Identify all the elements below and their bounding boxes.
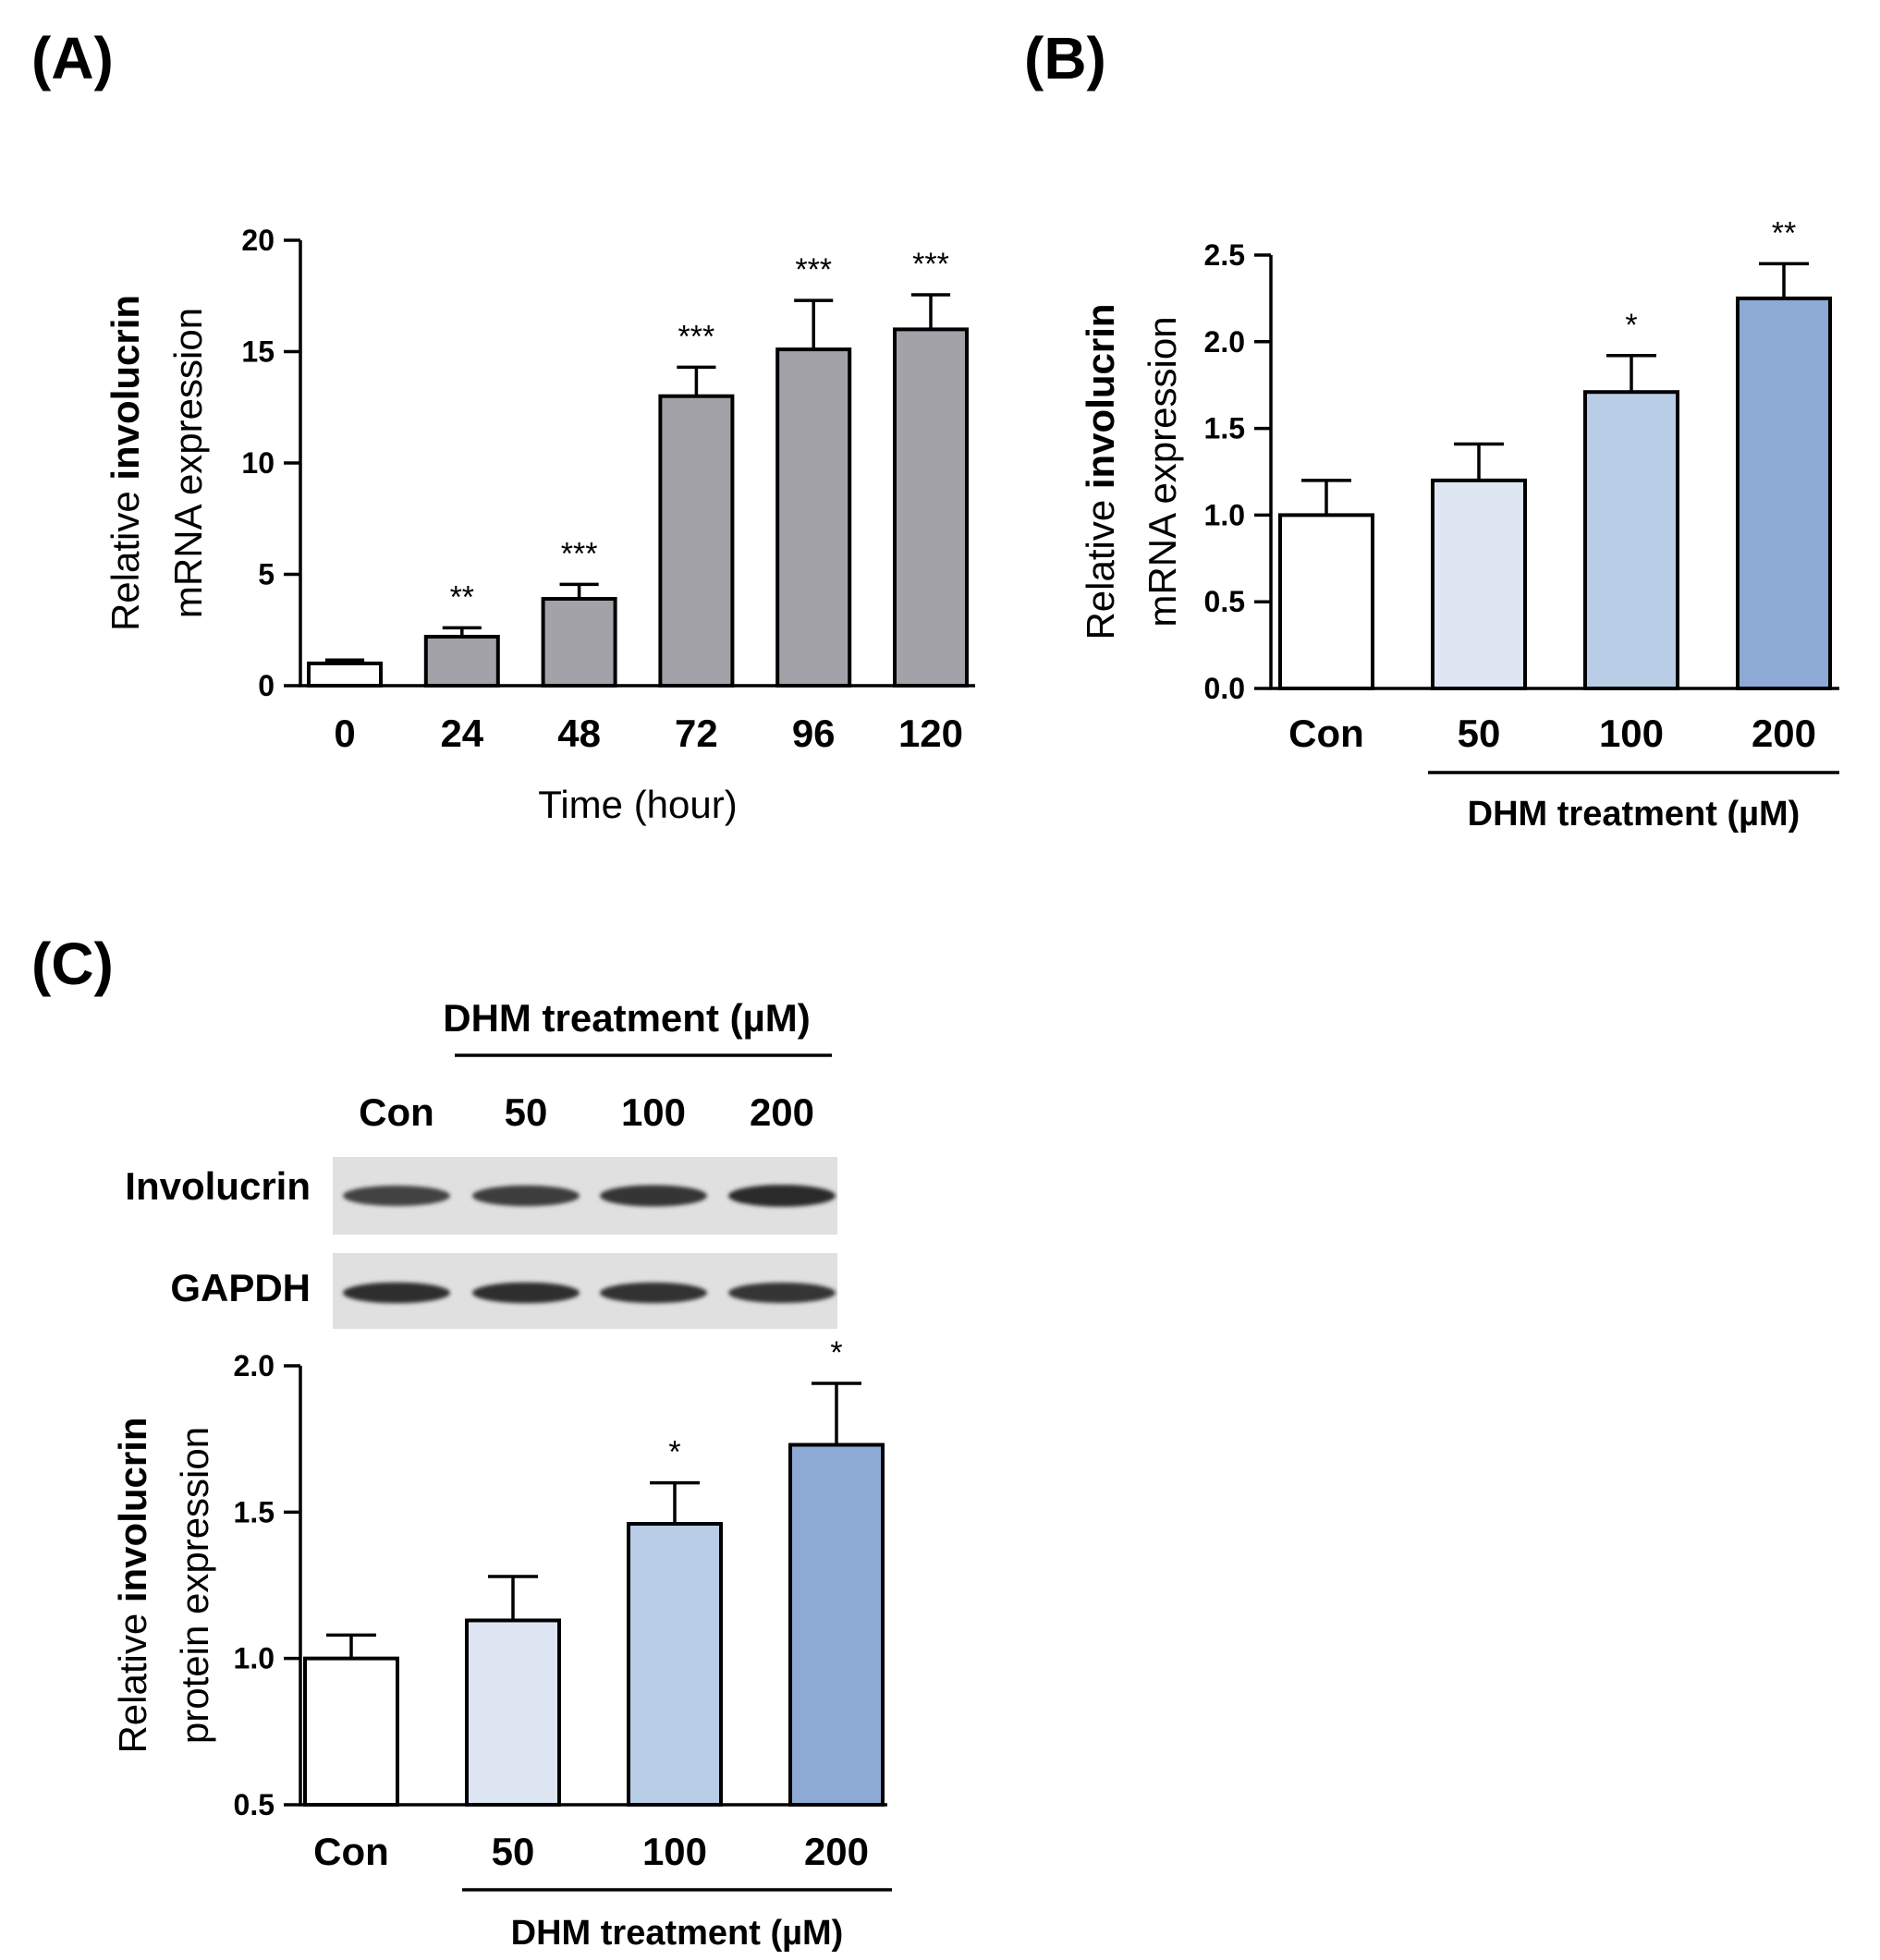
- y-axis-title-line1: Relative involucrin: [111, 1417, 154, 1753]
- blot-row-label-gapdh: GAPDH: [170, 1266, 311, 1309]
- chart-b: 0.0 0.5 1.0 1.5 2.0 2.5 Con 50 * 100 ** 200 DHM trea…: [1079, 215, 1839, 834]
- y-axis-title-line1: Relative involucrin: [104, 295, 147, 631]
- blot-band-gapdh-50: [472, 1282, 580, 1304]
- y-tick-label: 20: [241, 224, 275, 257]
- bar-50: [465, 1618, 561, 1807]
- y-tick-label: 0.0: [1204, 672, 1245, 705]
- category-label: 100: [1599, 712, 1664, 755]
- bar-24: [423, 634, 500, 688]
- bar-48: [541, 597, 617, 688]
- category-label: 200: [804, 1830, 869, 1873]
- y-tick-label: 2.5: [1204, 238, 1245, 272]
- bar-200: [788, 1443, 885, 1807]
- y-axis-title-prefix: Relative: [104, 481, 147, 631]
- category-label: 96: [792, 712, 836, 755]
- y-axis-title-line2: protein expression: [173, 1427, 216, 1744]
- panel-c-letter: (C): [31, 931, 114, 997]
- chart-a: 0 5 10 15 20 0 ** 24 *** 48 *** 72 *** 96 *** 120 Time (…: [104, 224, 975, 826]
- blot-band-gapdh-200: [728, 1282, 836, 1304]
- category-label: 50: [1458, 712, 1501, 755]
- bands-gapdh: [343, 1282, 836, 1304]
- y-axis-title-gene: involucrin: [1079, 303, 1122, 489]
- category-label: 100: [642, 1830, 707, 1873]
- significance-label: *: [668, 1435, 680, 1470]
- category-label: 200: [1752, 712, 1816, 755]
- y-tick-label: 5: [258, 558, 275, 591]
- category-label: Con: [313, 1830, 389, 1873]
- bar-96: [775, 347, 852, 688]
- category-label: 72: [675, 712, 718, 755]
- significance-label: ***: [795, 252, 832, 287]
- y-tick-label: 2.0: [1204, 325, 1245, 359]
- significance-label: *: [1625, 308, 1637, 343]
- y-tick-label: 15: [241, 335, 275, 369]
- y-axis-title-prefix: Relative: [1079, 489, 1122, 639]
- y-axis-title-line2: mRNA expression: [1141, 316, 1184, 627]
- bar-Con: [303, 1656, 399, 1807]
- blot-band-involucrin-200: [728, 1185, 836, 1207]
- significance-label: ***: [912, 247, 949, 282]
- significance-label: **: [450, 579, 474, 615]
- blot-lane-50: 50: [505, 1090, 548, 1134]
- y-tick-label: 10: [241, 446, 275, 480]
- chart-c: 0.5 1.0 1.5 2.0 Con 50 * 100 * 200 DHM treatment (…: [111, 1335, 892, 1953]
- significance-label: *: [830, 1335, 842, 1370]
- y-axis-title-gene: involucrin: [104, 295, 147, 481]
- category-label: 50: [492, 1830, 535, 1873]
- blot-band-gapdh-100: [600, 1282, 707, 1304]
- y-tick-label: 1.0: [234, 1642, 275, 1675]
- y-tick-label: 1.0: [1204, 498, 1245, 531]
- y-tick-label: 2.0: [234, 1349, 275, 1382]
- category-label: 24: [440, 712, 483, 755]
- blot-lane-200: 200: [750, 1090, 814, 1134]
- bar-100: [1583, 390, 1679, 690]
- blot-group-label: DHM treatment (µM): [443, 996, 811, 1040]
- western-blot: DHM treatment (µM) Con 50 100 200 Involu…: [125, 996, 837, 1329]
- blot-row-label-involucrin: Involucrin: [125, 1164, 311, 1208]
- panel-a-letter: (A): [31, 25, 114, 91]
- y-axis-title-gene: involucrin: [111, 1417, 154, 1602]
- bar-Con: [1278, 513, 1374, 691]
- x-axis-title: Time (hour): [538, 783, 737, 826]
- bar-200: [1736, 296, 1832, 690]
- blot-band-involucrin-con: [343, 1185, 450, 1207]
- panel-b-letter: (B): [1024, 25, 1106, 91]
- category-label: Con: [1288, 712, 1364, 755]
- significance-label: **: [1772, 215, 1796, 250]
- y-tick-label: 0.5: [1204, 585, 1245, 618]
- y-tick-label: 1.5: [1204, 412, 1245, 445]
- bar-0: [307, 661, 383, 688]
- category-label: 48: [557, 712, 601, 755]
- blot-lane-con: Con: [359, 1090, 434, 1134]
- y-tick-label: 1.5: [234, 1495, 275, 1528]
- significance-label: ***: [561, 536, 598, 571]
- blot-band-gapdh-con: [343, 1282, 450, 1304]
- group-label: DHM treatment (µM): [511, 1914, 844, 1953]
- bar-120: [893, 327, 969, 688]
- bands-involucrin: [343, 1185, 836, 1207]
- y-axis-title-line2: mRNA expression: [166, 308, 210, 618]
- bar-72: [658, 394, 735, 688]
- blot-lane-100: 100: [621, 1090, 686, 1134]
- y-tick-label: 0: [258, 669, 275, 702]
- blot-band-involucrin-50: [472, 1185, 580, 1207]
- category-label: 0: [334, 712, 355, 755]
- group-label: DHM treatment (µM): [1468, 795, 1801, 834]
- y-axis-title-line1: Relative involucrin: [1079, 303, 1122, 639]
- y-axis-title-prefix: Relative: [111, 1602, 154, 1753]
- bar-50: [1431, 478, 1527, 690]
- category-label: 120: [898, 712, 963, 755]
- bar-100: [627, 1522, 723, 1807]
- blot-band-involucrin-100: [600, 1185, 707, 1207]
- significance-label: ***: [678, 319, 715, 354]
- y-tick-label: 0.5: [234, 1788, 275, 1821]
